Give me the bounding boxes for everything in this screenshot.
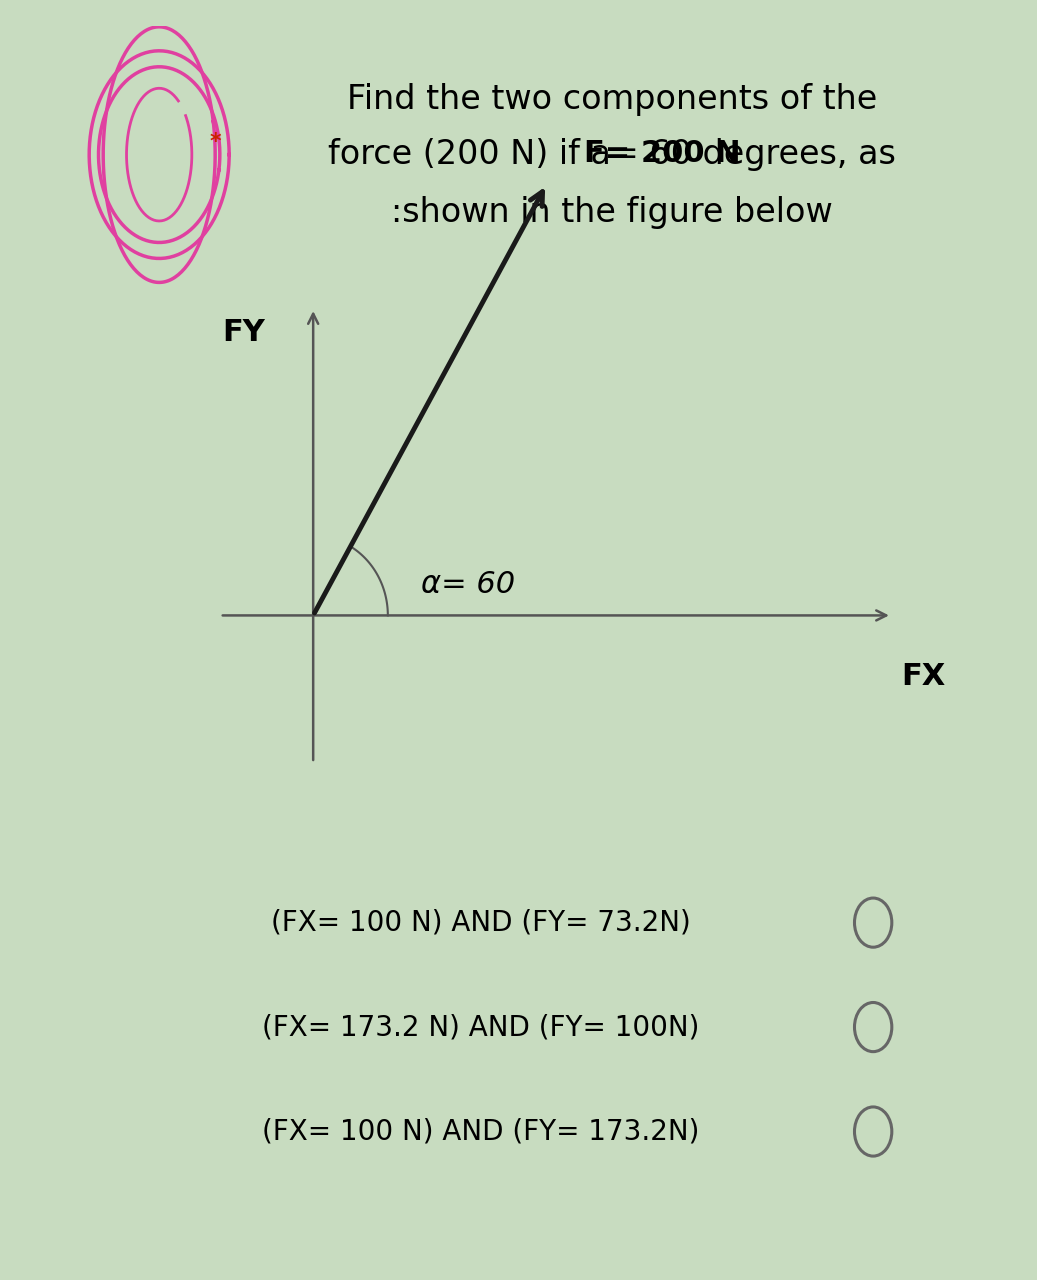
Text: :shown in the figure below: :shown in the figure below <box>391 196 833 229</box>
Text: FX: FX <box>901 662 946 691</box>
Text: F= 200 N: F= 200 N <box>584 140 740 168</box>
Text: (FX= 100 N) AND (FY= 173.2N): (FX= 100 N) AND (FY= 173.2N) <box>262 1117 700 1146</box>
Text: *: * <box>209 132 221 152</box>
Text: (FX= 100 N) AND (FY= 73.2N): (FX= 100 N) AND (FY= 73.2N) <box>272 909 691 937</box>
Text: force (200 N) if a= 60 degrees, as: force (200 N) if a= 60 degrees, as <box>328 138 896 172</box>
Text: α= 60: α= 60 <box>421 570 514 599</box>
Text: FY: FY <box>222 319 264 347</box>
Text: (FX= 173.2 N) AND (FY= 100N): (FX= 173.2 N) AND (FY= 100N) <box>262 1012 700 1041</box>
Text: Find the two components of the: Find the two components of the <box>346 83 877 115</box>
